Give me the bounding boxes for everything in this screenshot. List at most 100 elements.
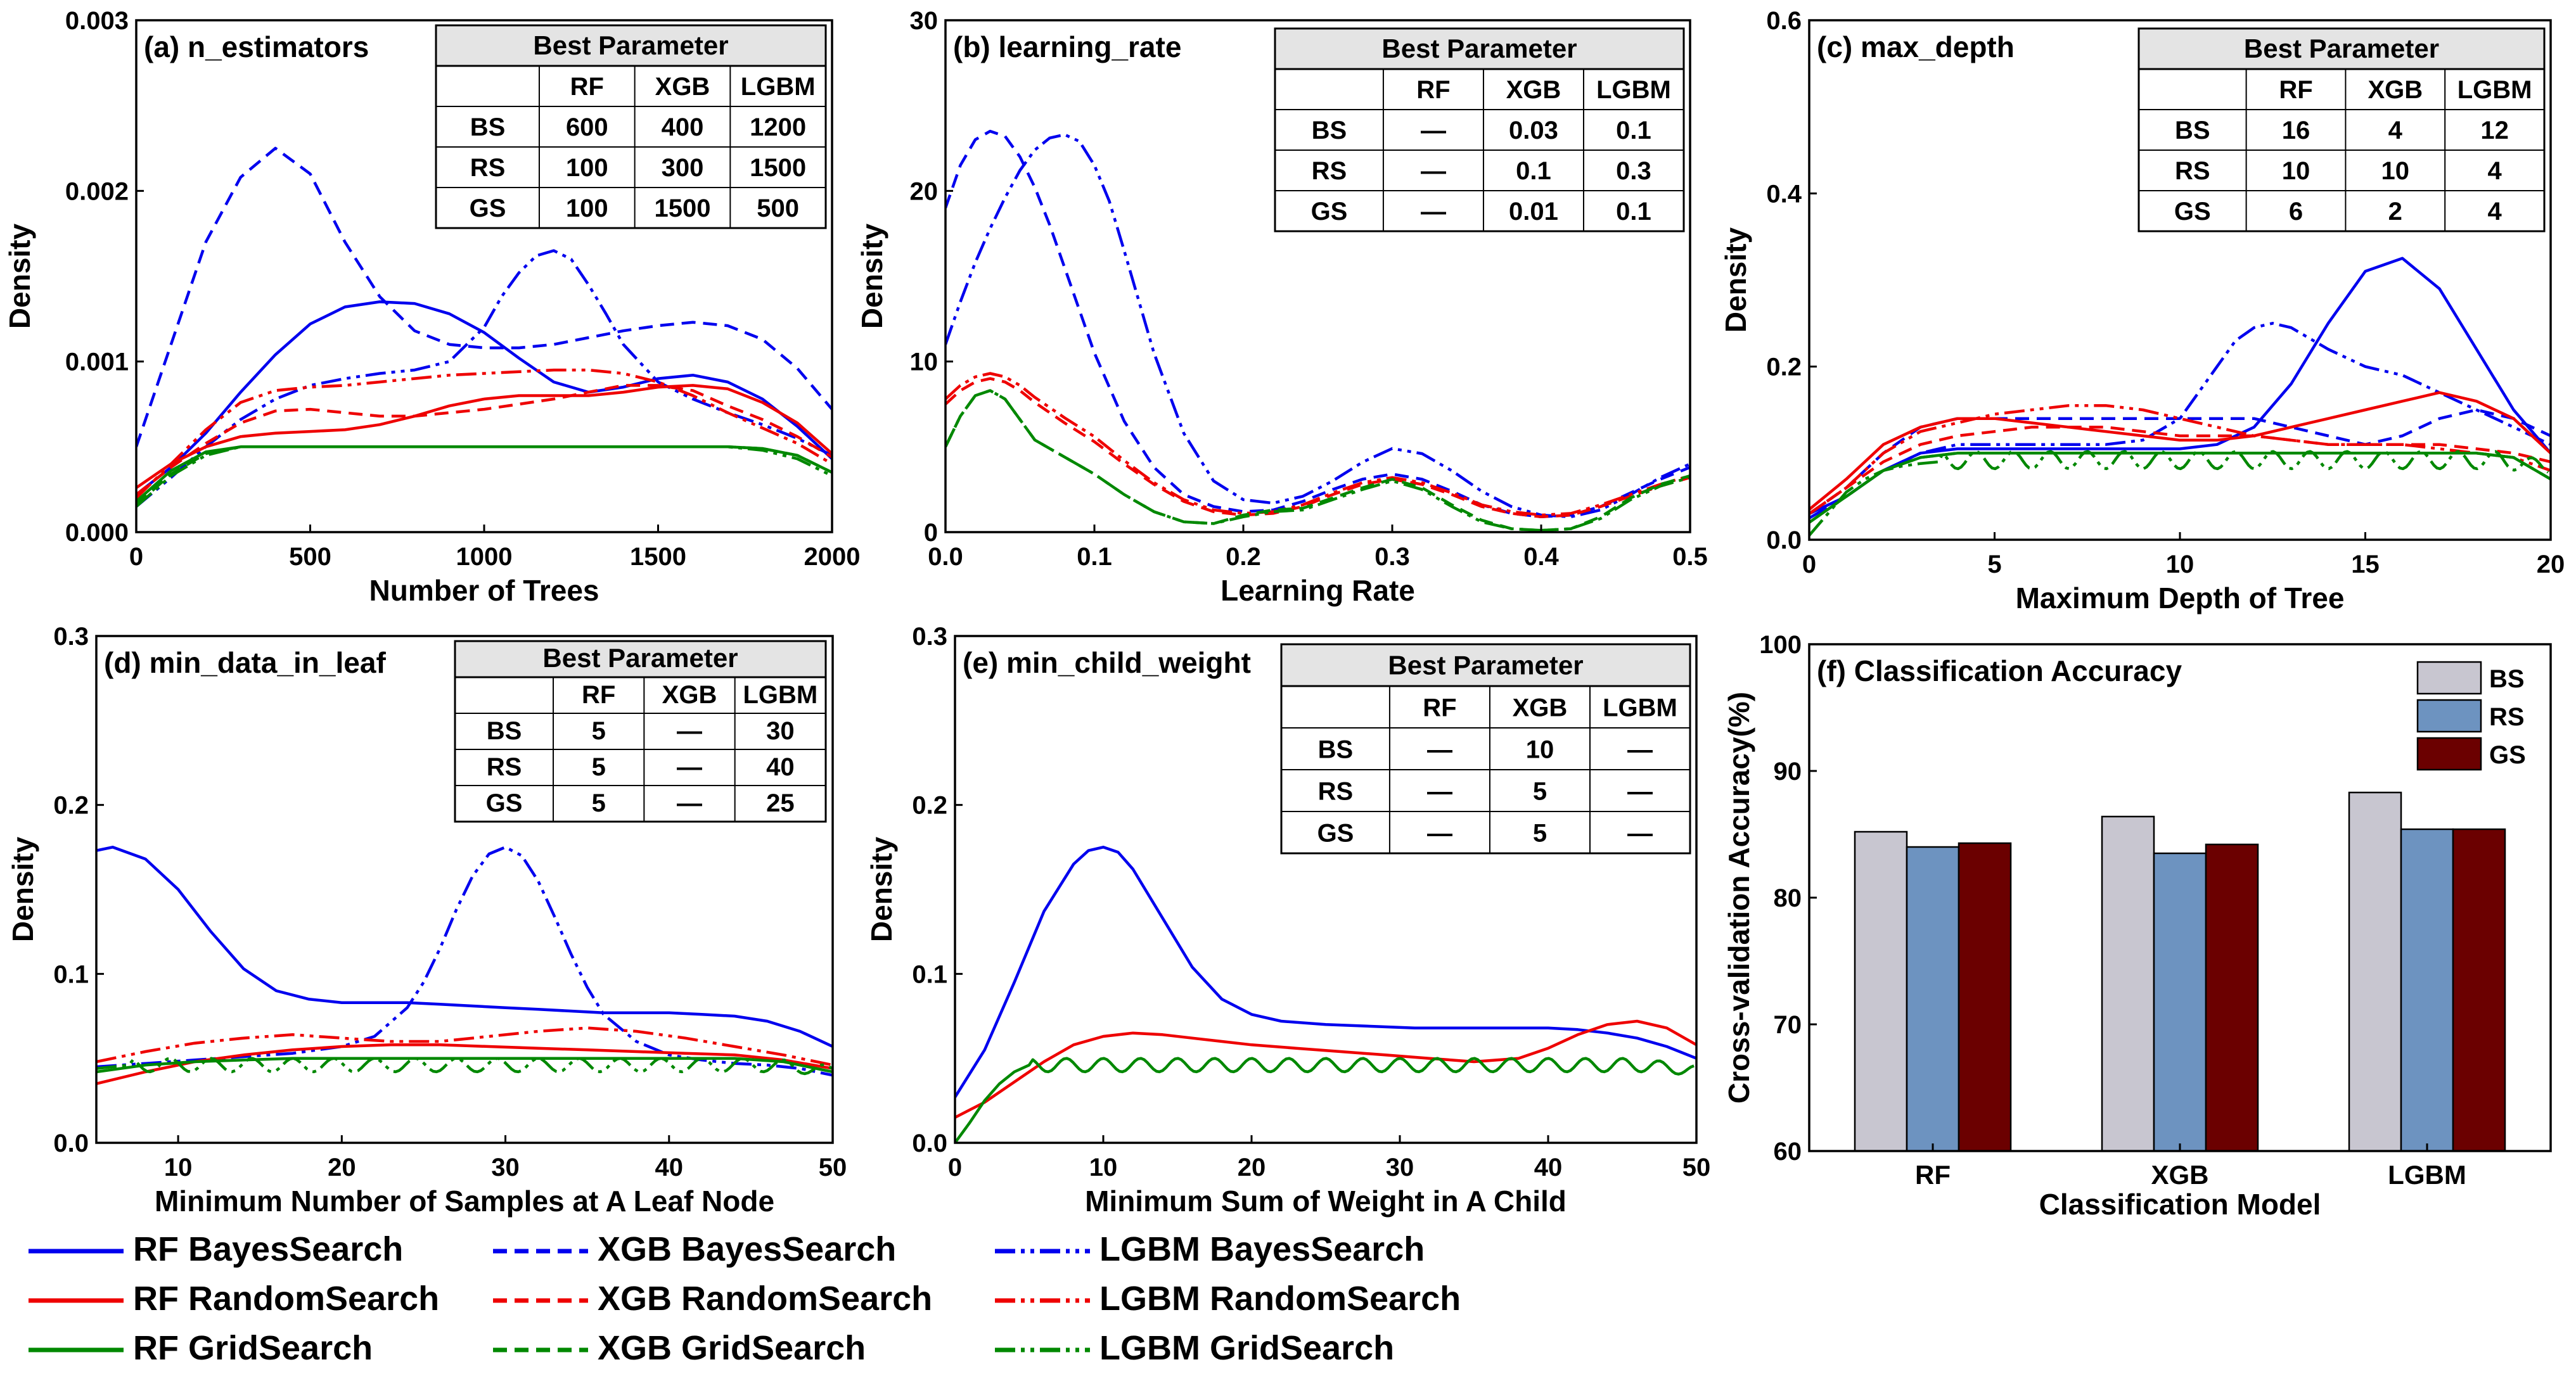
table-cell: 5 [592, 789, 606, 817]
table-row-label: GS [1311, 198, 1348, 226]
table-row-label: BS [1312, 117, 1347, 144]
bar [2400, 828, 2454, 1152]
x-tick-label: 0.1 [1077, 543, 1112, 571]
table-cell: 0.03 [1509, 117, 1558, 144]
table-col-header: RF [2279, 76, 2312, 104]
series-line [96, 1057, 833, 1074]
bar-legend: BS RS GS [2416, 661, 2526, 771]
table-cell: — [1627, 820, 1653, 848]
x-tick-label: 30 [491, 1154, 520, 1181]
legend-swatch [2416, 737, 2482, 771]
series-line [945, 389, 1690, 532]
table-cell: — [1427, 820, 1452, 848]
table-cell: 5 [592, 717, 606, 745]
table-header-bg [454, 640, 827, 678]
bar [2153, 852, 2207, 1152]
table-cell: 1500 [654, 194, 710, 222]
y-tick-label: 0 [924, 519, 938, 547]
y-tick-label: 100 [1759, 631, 1802, 659]
bar [2348, 791, 2402, 1152]
legend-label: RF BayesSearch [133, 1230, 403, 1268]
series-line [96, 846, 833, 1048]
table-row-label: RS [1312, 157, 1347, 185]
table-cell: — [1421, 117, 1446, 144]
table-cell: 25 [766, 789, 795, 817]
table-cell: 300 [662, 154, 704, 182]
series-line [96, 1026, 833, 1067]
x-tick-label: 1000 [456, 543, 513, 571]
x-axis-label: Learning Rate [1221, 574, 1415, 607]
table-col-header: XGB [1513, 694, 1568, 722]
table-header-bg [435, 24, 827, 67]
table-cell: 600 [566, 113, 608, 141]
y-tick-label: 0.003 [65, 7, 129, 35]
series-line [955, 1057, 1695, 1143]
table-cell: 5 [1533, 778, 1547, 806]
legend-label: LGBM BayesSearch [1099, 1230, 1425, 1268]
table-cell: 10 [2282, 157, 2310, 185]
bar [1958, 842, 2012, 1152]
panel-title: (f) Classification Accuracy [1817, 654, 2182, 687]
panel-title: (c) max_depth [1817, 30, 2015, 63]
panel-b: 0 10 20 30 0.0 0.1 0.2 0.3 0.4 0.5 Learning Rate De… [855, 7, 1708, 607]
table-cell: 500 [757, 194, 799, 222]
table-col-header: LGBM [1596, 76, 1671, 104]
legend-label: LGBM RandomSearch [1099, 1280, 1461, 1318]
y-axis-label: Density [1719, 227, 1752, 333]
table-col-header: LGBM [741, 73, 816, 101]
panel-title: (e) min_child_weight [963, 646, 1251, 679]
bar [1854, 831, 1908, 1152]
table-col-header: RF [1416, 76, 1450, 104]
plot-frame [954, 635, 1698, 1144]
table-cell: — [1421, 157, 1446, 185]
x-tick-label: 0.5 [1672, 543, 1708, 571]
table-cell: 1200 [750, 113, 806, 141]
y-tick-label: 80 [1774, 884, 1802, 912]
y-tick-label: 0.1 [53, 960, 89, 988]
panel-d: 0.0 0.1 0.2 0.3 10 20 30 40 50 Minimum Number of … [6, 623, 847, 1218]
best-parameter-table: Best Parameter RF XGB LGBM BS — 0.03 0.1 RS — 0.1 0… [1274, 27, 1685, 232]
series-line [945, 377, 1690, 519]
table-header-bg [2137, 27, 2546, 70]
x-tick-label: 0 [948, 1154, 962, 1181]
table-cell: — [677, 789, 702, 817]
table-cell: 12 [2480, 117, 2509, 144]
table-cell: 5 [1533, 820, 1547, 848]
x-axis-label: Maximum Depth of Tree [2016, 582, 2345, 614]
table-cell: 0.01 [1509, 198, 1558, 226]
panel-e: 0.0 0.1 0.2 0.3 0 10 20 30 40 50 Minimum Sum of We… [865, 623, 1710, 1218]
table-cell: 10 [1526, 736, 1554, 764]
best-parameter-table: Best Parameter RF XGB LGBM BS 16 4 12 RS 10 10 4 GS 6… [2137, 27, 2546, 232]
panel-title: (b) learning_rate [953, 30, 1181, 63]
table-row-label: GS [2174, 198, 2211, 226]
table-col-header: RF [1423, 694, 1456, 722]
y-axis-label: Density [855, 224, 888, 329]
table-cell: 100 [566, 194, 608, 222]
table-cell: — [1427, 778, 1452, 806]
y-tick-label: 0.2 [912, 792, 947, 820]
table-cell: 6 [2289, 198, 2303, 226]
table-title: Best Parameter [1388, 651, 1583, 680]
x-axis-label: Minimum Number of Samples at A Leaf Node [155, 1185, 774, 1218]
series-line [955, 1019, 1696, 1119]
table-col-header: XGB [1506, 76, 1561, 104]
y-tick-label: 0.0 [1766, 526, 1802, 554]
table-cell: 0.1 [1616, 117, 1651, 144]
table-col-header: XGB [662, 681, 717, 709]
x-tick-label: 50 [819, 1154, 847, 1181]
table-row-label: RS [1318, 778, 1354, 806]
table-cell: 16 [2282, 117, 2310, 144]
table-col-header: XGB [655, 73, 710, 101]
x-tick-label: 20 [328, 1154, 356, 1181]
table-cell: 2 [2388, 198, 2402, 226]
y-tick-label: 90 [1774, 758, 1802, 786]
legend-label: LGBM GridSearch [1099, 1329, 1394, 1367]
series-line [955, 846, 1696, 1098]
table-cell: — [677, 753, 702, 781]
y-tick-label: 0.3 [912, 623, 947, 651]
legend-swatch [2416, 661, 2482, 695]
y-tick-label: 0.2 [1766, 353, 1802, 381]
legend-label: XGB RandomSearch [598, 1280, 932, 1318]
x-tick-label: 5 [1987, 550, 2001, 578]
y-tick-label: 10 [910, 348, 939, 376]
